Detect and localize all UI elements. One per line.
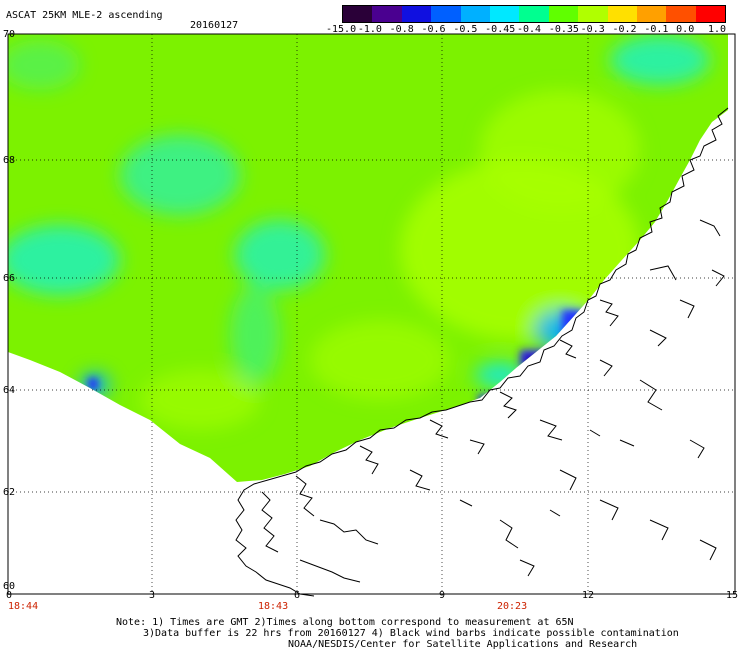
colorbar-swatch <box>695 6 726 22</box>
colorbar-labels: -15.0 -1.0 -0.8 -0.6 -0.5 -0.45 -0.4 -0.35 -0.3-… <box>326 24 740 37</box>
lat-label: 60 <box>3 581 16 592</box>
map-frame <box>7 33 736 595</box>
note-line: Note: 1) Times are GMT 2)Times along bot… <box>116 617 574 628</box>
lat-label: 68 <box>3 155 16 166</box>
lon-label: 12 <box>582 590 595 601</box>
time-label: 18:44 <box>8 601 39 612</box>
note-line: 3)Data buffer is 22 hrs from 20160127 4)… <box>143 628 679 639</box>
time-label: 18:43 <box>258 601 289 612</box>
colorbar-label: -0.45 <box>485 24 516 35</box>
colorbar-label: 0.0 <box>676 24 695 35</box>
colorbar-swatch <box>519 6 549 22</box>
product-date: 20160127 <box>190 20 239 31</box>
colorbar-swatch <box>578 6 608 22</box>
colorbar-label: -0.8 <box>389 24 414 35</box>
lat-label: 64 <box>3 385 16 396</box>
time-label: 20:23 <box>497 601 528 612</box>
colorbar-swatch <box>666 6 696 22</box>
lat-label: 70 <box>3 29 16 40</box>
lon-label: 6 <box>294 590 301 601</box>
colorbar-swatch <box>489 6 520 22</box>
lat-label: 62 <box>3 487 16 498</box>
colorbar-label: -1.0 <box>357 24 382 35</box>
colorbar-swatch <box>636 6 667 22</box>
graticule <box>8 34 735 594</box>
lon-label: 0 <box>6 590 13 601</box>
lon-label: 15 <box>726 590 739 601</box>
colorbar-swatch <box>460 6 490 22</box>
colorbar-swatch <box>548 6 579 22</box>
colorbar-swatch <box>607 6 637 22</box>
colorbar-swatch <box>401 6 432 22</box>
colorbar-label: -0.4 <box>517 24 542 35</box>
colorbar-label: -0.35 <box>548 24 579 35</box>
colorbar-label: -0.5 <box>453 24 478 35</box>
wind-field <box>8 34 728 482</box>
colorbar-swatch <box>372 6 402 22</box>
colorbar-label: -0.1 <box>644 24 669 35</box>
lat-label: 66 <box>3 273 16 284</box>
colorbar-label: 1.0 <box>708 24 727 35</box>
lon-label: 3 <box>149 590 156 601</box>
coastline <box>235 107 729 597</box>
note-line: NOAA/NESDIS/Center for Satellite Applica… <box>288 639 638 650</box>
product-title: ASCAT 25KM MLE-2 ascending <box>6 10 163 21</box>
colorbar <box>342 5 726 23</box>
colorbar-label: -0.3 <box>580 24 605 35</box>
colorbar-label: -0.6 <box>421 24 446 35</box>
colorbar-swatch <box>431 6 461 22</box>
colorbar-label: -15.0 <box>326 24 357 35</box>
colorbar-swatch <box>343 6 373 22</box>
colorbar-label: -0.2 <box>612 24 637 35</box>
lon-label: 9 <box>439 590 446 601</box>
